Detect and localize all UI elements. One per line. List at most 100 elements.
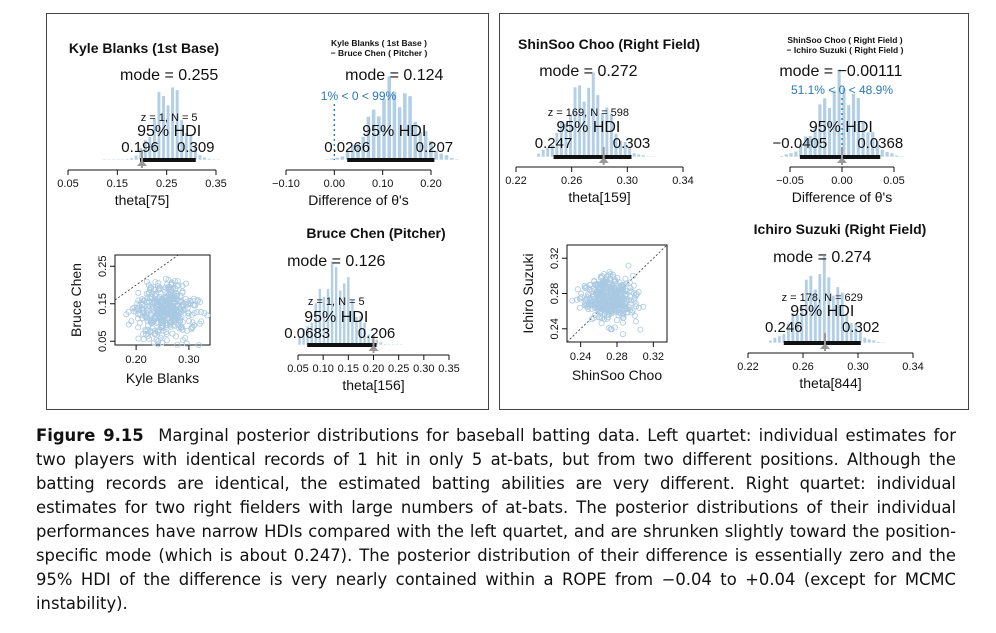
scatter-point (622, 275, 629, 282)
y-tick-label: 0.28 (549, 283, 561, 304)
mode-label: mode = 0.124 (345, 67, 443, 84)
scatter-point (157, 309, 164, 316)
scatter-point (620, 281, 627, 288)
x-tick-label: 0.00 (324, 178, 345, 190)
scatter-point (152, 330, 159, 337)
figure-caption: Figure 9.15 Marginal posterior distribut… (36, 424, 956, 616)
scatter-point (150, 339, 157, 346)
histogram-bar (876, 341, 881, 344)
histogram-bar (636, 153, 641, 158)
scatter-point (623, 305, 630, 312)
scatter-point (177, 297, 184, 304)
scatter-point (619, 319, 626, 326)
x-axis-label: Kyle Blanks (126, 370, 199, 386)
scatter-point (185, 312, 192, 319)
hdi-high-label: 0.303 (613, 135, 651, 152)
scatter-point (622, 304, 629, 311)
scatter-point (178, 324, 185, 331)
scatter-point (627, 300, 634, 307)
x-tick-label: 0.30 (617, 175, 638, 187)
hdi-label: 95% HDI (304, 309, 368, 326)
scatter-point (194, 296, 201, 303)
scatter-point (162, 294, 169, 301)
scatter-point (185, 310, 192, 317)
scatter-point (637, 326, 644, 333)
histogram-bar (202, 156, 207, 161)
scatter-point (589, 297, 596, 304)
scatter-point (159, 322, 166, 329)
scatter-point (603, 277, 610, 284)
data-marker-triangle (820, 343, 830, 349)
histogram-bar (536, 153, 541, 158)
scatter-point (588, 316, 595, 323)
scatter-point (585, 305, 592, 312)
histogram-bar (550, 144, 555, 158)
scatter-point (139, 296, 146, 303)
panel-title: ShinSoo Choo ( Right Field ) (787, 35, 902, 45)
scatter-point (593, 280, 600, 287)
data-marker-triangle (137, 160, 147, 166)
x-axis-label: theta[156] (342, 377, 404, 393)
y-tick-label: 0.05 (97, 331, 109, 352)
x-tick-label: 0.15 (338, 363, 359, 375)
scatter-point (176, 317, 183, 324)
histogram-bar (768, 340, 773, 344)
histogram-bar (395, 343, 399, 346)
right-quartet-frame (499, 13, 969, 410)
scatter-point (178, 306, 185, 313)
x-tick-label: 0.30 (413, 363, 434, 375)
scatter-point (172, 285, 179, 292)
panel-title: − Bruce Chen ( Pitcher ) (331, 48, 428, 58)
histogram-bar (399, 343, 403, 346)
histogram-bar (120, 158, 125, 161)
hdi-high-label: 0.309 (177, 139, 215, 156)
scatter-point (573, 296, 580, 303)
scatter-point (179, 289, 186, 296)
x-tick-label: 0.26 (792, 361, 813, 373)
hdi-label: 95% HDI (362, 123, 426, 140)
scatter-point (590, 285, 597, 292)
scatter-point (627, 297, 634, 304)
histogram-bar (645, 155, 650, 158)
hdi-low-label: 0.0683 (284, 325, 330, 342)
scatter-point (626, 279, 633, 286)
hdi-label: 95% HDI (137, 123, 201, 140)
histogram-bar (379, 341, 383, 346)
scatter-point (160, 294, 167, 301)
scatter-point (601, 299, 608, 306)
panel-title: Kyle Blanks ( 1st Base ) (331, 38, 427, 48)
hdi-high-label: 0.206 (358, 325, 396, 342)
scatter-point (125, 321, 132, 328)
scatter-point (145, 281, 152, 288)
histogram-bar (444, 154, 449, 161)
scatter-point (158, 300, 165, 307)
hdi-low-label: 0.246 (765, 319, 803, 336)
scatter-point (147, 283, 154, 290)
scatter-point (186, 318, 193, 325)
scatter-point (204, 312, 211, 319)
histogram-bar (197, 154, 203, 161)
histogram-bar (641, 154, 646, 158)
y-tick-label: 0.24 (549, 318, 561, 339)
scatter-point (586, 282, 593, 289)
scatter-point (619, 282, 626, 289)
scatter-point (191, 322, 198, 329)
y-tick-label: 0.32 (549, 248, 561, 269)
x-tick-label: 0.05 (883, 175, 904, 187)
x-axis-label: theta[159] (568, 189, 630, 205)
scatter-point (162, 275, 169, 282)
x-tick-label: 0.20 (125, 354, 146, 366)
scatter-point (173, 316, 180, 323)
scatter-point (188, 311, 195, 318)
scatter-point (174, 341, 181, 348)
scatter-point (163, 337, 170, 344)
scatter-point (611, 294, 618, 301)
histogram-bar (102, 158, 107, 161)
scatter-point (636, 304, 643, 311)
y-axis-label: Ichiro Suzuki (520, 253, 536, 333)
scatter-point (629, 307, 636, 314)
scatter-point (171, 306, 178, 313)
x-tick-label: 0.05 (57, 178, 78, 190)
scatter-point (574, 286, 581, 293)
scatter-point (190, 295, 197, 302)
